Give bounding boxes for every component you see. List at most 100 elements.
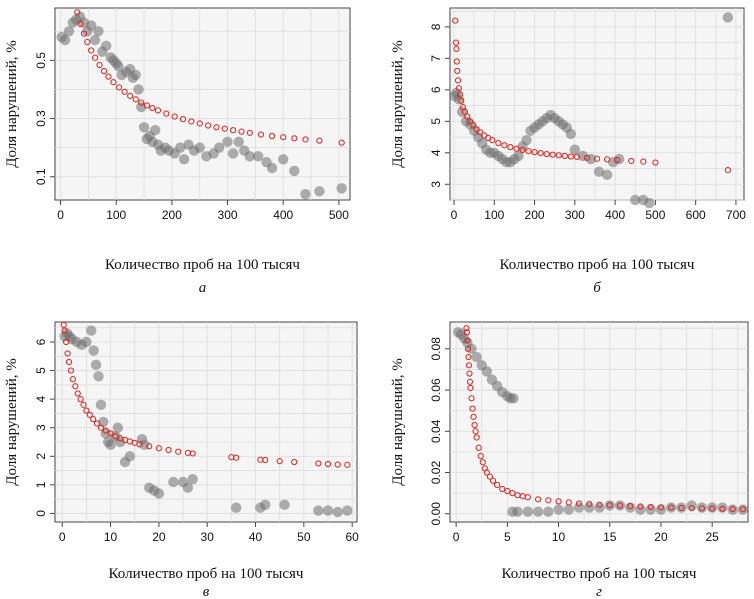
fit-point	[647, 503, 654, 511]
fit-point	[61, 327, 68, 334]
gray-point	[512, 506, 523, 517]
fit-point	[63, 338, 70, 346]
fit-point	[338, 139, 345, 146]
gray-point	[182, 482, 194, 493]
gray-point	[90, 359, 102, 371]
fit-point	[74, 390, 81, 397]
x-tick-label: 15	[603, 530, 617, 544]
gray-point	[63, 26, 75, 37]
fit-point	[115, 84, 123, 91]
fit-point	[549, 151, 556, 158]
fit-point	[470, 413, 477, 420]
fit-point	[149, 104, 156, 112]
gray-point	[175, 142, 186, 153]
gray-point	[59, 34, 71, 46]
fit-point	[606, 501, 613, 509]
fit-point	[555, 152, 562, 159]
gray-point	[213, 142, 225, 153]
fit-point	[586, 500, 593, 508]
fit-point	[100, 68, 108, 75]
y-tick-label: 3	[34, 424, 48, 431]
fit-point	[501, 142, 508, 149]
gray-point	[168, 476, 179, 488]
fit-point	[561, 152, 568, 160]
fit-point	[302, 136, 309, 143]
y-tick-label: 6	[34, 338, 48, 345]
fit-point	[77, 20, 84, 28]
gray-point	[313, 505, 324, 516]
gray-point	[665, 502, 677, 513]
y-tick-label: 0.04	[429, 419, 443, 443]
panel-c-gray-points	[59, 325, 353, 518]
gray-point	[314, 186, 325, 197]
fit-point	[739, 506, 746, 513]
fit-point	[698, 505, 706, 512]
panel-c: 0 10 20 30 40 50 60 0 1 2 3 4 5 6 Количество проб на…	[4, 321, 359, 599]
fit-point	[614, 156, 621, 164]
fit-point	[524, 494, 531, 501]
fit-point	[268, 132, 276, 140]
fit-point	[196, 120, 203, 127]
panel-c-x-ticks: 0 10 20 30 40 50 60	[59, 522, 359, 544]
fit-point	[531, 149, 538, 156]
fit-point	[175, 448, 182, 455]
gray-point	[233, 136, 244, 148]
panel-a-x-label: Количество проб на 100 тысяч	[105, 257, 300, 273]
x-tick-label: 10	[104, 530, 118, 544]
fit-point	[262, 456, 269, 464]
gray-point	[289, 165, 300, 177]
fit-point	[461, 108, 469, 115]
fit-point	[344, 461, 351, 468]
gray-point	[278, 154, 289, 165]
panel-a-y-ticks: 0.1 0.3 0.5	[34, 52, 55, 185]
fit-point	[477, 452, 484, 460]
fit-point	[60, 321, 67, 328]
fit-point	[276, 458, 283, 465]
gray-point	[300, 188, 311, 200]
fit-point	[64, 350, 71, 357]
y-tick-label: 0.02	[429, 461, 443, 485]
y-tick-label: 2	[34, 453, 48, 460]
gray-point	[178, 154, 190, 165]
fit-point	[324, 460, 332, 468]
x-tick-label: 20	[654, 530, 668, 544]
y-tick-label: 5	[34, 367, 48, 374]
fit-point	[280, 134, 287, 141]
gray-point	[521, 134, 532, 146]
fit-point	[143, 102, 150, 109]
gray-point	[89, 34, 101, 46]
x-tick-label: 200	[525, 208, 545, 222]
fit-point	[489, 477, 497, 484]
gray-point	[513, 150, 524, 162]
x-tick-label: 400	[273, 208, 293, 222]
gray-point	[508, 393, 519, 404]
y-tick-label: 4	[34, 395, 48, 402]
gray-point	[543, 506, 554, 517]
x-tick-label: 600	[686, 208, 706, 222]
x-tick-label: 300	[565, 208, 585, 222]
fit-point	[454, 67, 461, 75]
gray-point	[81, 336, 92, 348]
gray-point	[222, 136, 233, 148]
fit-point	[473, 126, 480, 133]
fit-point	[69, 376, 76, 383]
y-tick-label: 0.06	[429, 378, 443, 402]
fit-point	[555, 498, 562, 505]
gray-point	[593, 166, 605, 177]
fit-point	[88, 47, 95, 54]
fit-point	[230, 127, 237, 134]
fit-point	[456, 91, 464, 98]
gray-point	[124, 451, 136, 462]
gray-point	[722, 12, 734, 23]
panel-d-fit-points	[463, 325, 746, 513]
gray-point	[149, 124, 161, 136]
fit-point	[458, 97, 465, 104]
gray-point	[601, 169, 613, 181]
panel-a: 0 100 200 300 400 500 0.1 0.3 0.5 Количество пр…	[4, 7, 351, 296]
panel-c-fit-points	[60, 321, 351, 468]
fit-point	[204, 122, 212, 129]
fit-point	[80, 30, 88, 37]
gray-point	[563, 504, 574, 515]
fit-point	[136, 441, 143, 448]
gray-point	[85, 20, 97, 31]
